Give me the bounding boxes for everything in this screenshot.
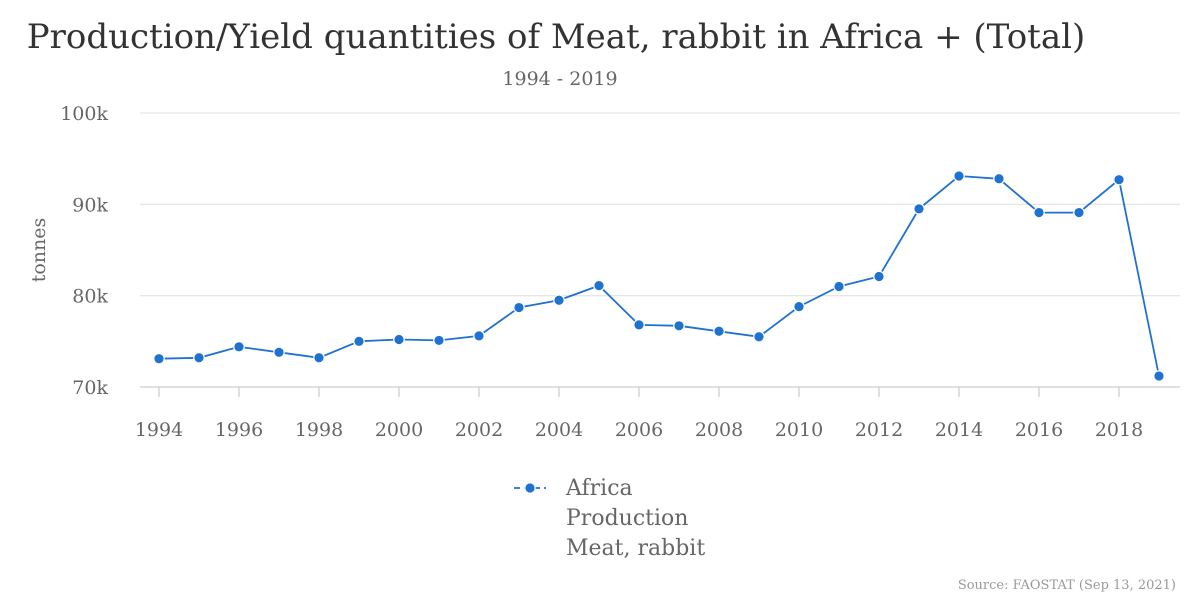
data-point[interactable] [1113, 173, 1125, 186]
x-tick-label: 2004 [535, 419, 583, 441]
data-point[interactable] [273, 346, 285, 359]
data-point[interactable] [673, 320, 685, 332]
x-tick-label: 2000 [375, 419, 423, 441]
chart-title: Production/Yield quantities of Meat, rab… [27, 17, 1085, 57]
x-tick-label: 2016 [1015, 419, 1063, 441]
x-axis-ticks: 1994 1996 1998 2000 2002 2004 2006 2008 2010 2012… [135, 387, 1143, 441]
source-note: Source: FAOSTAT (Sep 13, 2021) [958, 578, 1176, 593]
legend[interactable]: Africa Production Meat, rabbit [514, 476, 705, 561]
data-point[interactable] [553, 294, 565, 307]
x-tick-label: 2006 [615, 419, 663, 441]
legend-label: Production [566, 506, 688, 531]
data-point[interactable] [353, 335, 365, 348]
x-tick-label: 2012 [855, 419, 903, 441]
series-line [158, 175, 1160, 377]
data-point[interactable] [953, 170, 965, 182]
y-tick-label: 100k [60, 103, 108, 125]
data-point[interactable] [913, 203, 925, 215]
legend-label: Africa [565, 476, 633, 501]
data-point[interactable] [193, 351, 205, 364]
y-axis-ticks: 70k 80k 90k 100k [60, 103, 108, 399]
data-point[interactable] [513, 301, 525, 314]
y-tick-label: 90k [72, 194, 108, 216]
data-point[interactable] [833, 280, 845, 293]
data-point[interactable] [1153, 370, 1165, 382]
data-point[interactable] [393, 333, 405, 346]
x-tick-label: 1996 [215, 419, 263, 441]
data-point[interactable] [873, 270, 885, 283]
x-tick-label: 2002 [455, 419, 503, 441]
legend-point-marker [524, 482, 536, 494]
chart-subtitle: 1994 - 2019 [502, 68, 617, 90]
x-tick-label: 2014 [935, 419, 983, 441]
y-tick-label: 80k [72, 286, 108, 308]
data-point[interactable] [633, 319, 645, 331]
x-tick-label: 2018 [1095, 419, 1143, 441]
series-africa [153, 170, 1165, 382]
data-point[interactable] [993, 172, 1005, 185]
x-tick-label: 1998 [295, 419, 343, 441]
data-point[interactable] [753, 330, 765, 343]
gridlines [140, 112, 1180, 388]
y-axis-label: tonnes [28, 218, 50, 283]
data-point[interactable] [313, 351, 325, 364]
data-point[interactable] [433, 334, 445, 347]
data-point[interactable] [1033, 206, 1045, 219]
legend-label: Meat, rabbit [566, 536, 705, 561]
x-tick-label: 2010 [775, 419, 823, 441]
data-point[interactable] [713, 325, 725, 338]
data-point[interactable] [793, 300, 805, 313]
data-point[interactable] [233, 341, 245, 353]
data-point[interactable] [1073, 206, 1085, 219]
data-point[interactable] [153, 352, 165, 365]
y-tick-label: 70k [72, 377, 108, 399]
data-point[interactable] [473, 330, 485, 342]
data-point[interactable] [593, 279, 605, 292]
x-tick-label: 2008 [695, 419, 743, 441]
x-tick-label: 1994 [135, 419, 183, 441]
